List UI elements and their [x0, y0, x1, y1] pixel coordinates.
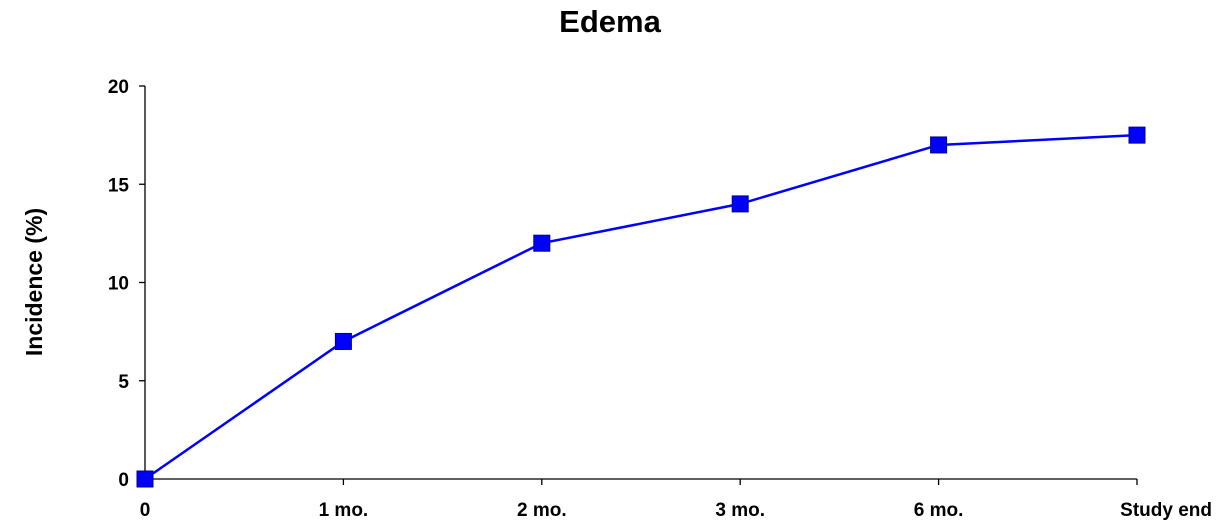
x-tick-label: Study end: [1120, 500, 1212, 521]
x-tick-label: 6 mo.: [914, 500, 964, 521]
series-layer: [136, 126, 1146, 488]
data-point-marker: [533, 234, 551, 252]
y-axis-label: Incidence (%): [21, 208, 47, 356]
x-tick-label: 2 mo.: [517, 500, 567, 521]
data-point-marker: [731, 195, 749, 213]
y-axis-ticks: 0 5 10 15 20: [108, 77, 145, 491]
data-point-marker: [136, 470, 154, 488]
data-point-marker: [1128, 126, 1146, 144]
y-tick-label: 10: [108, 274, 129, 295]
x-tick-label: 3 mo.: [715, 500, 765, 521]
data-point-marker: [334, 332, 352, 350]
x-tick-label: 1 mo.: [319, 500, 369, 521]
x-tick-label: 0: [140, 500, 151, 521]
y-tick-label: 15: [108, 175, 130, 196]
y-tick-label: 5: [118, 372, 129, 393]
y-tick-label: 0: [118, 470, 129, 491]
data-point-marker: [930, 136, 948, 154]
series-line: [144, 133, 1138, 481]
y-tick-label: 20: [108, 77, 129, 98]
x-axis-ticks: 0 1 mo. 2 mo. 3 mo. 6 mo. Study end: [140, 479, 1212, 521]
chart-title: Edema: [559, 4, 661, 39]
